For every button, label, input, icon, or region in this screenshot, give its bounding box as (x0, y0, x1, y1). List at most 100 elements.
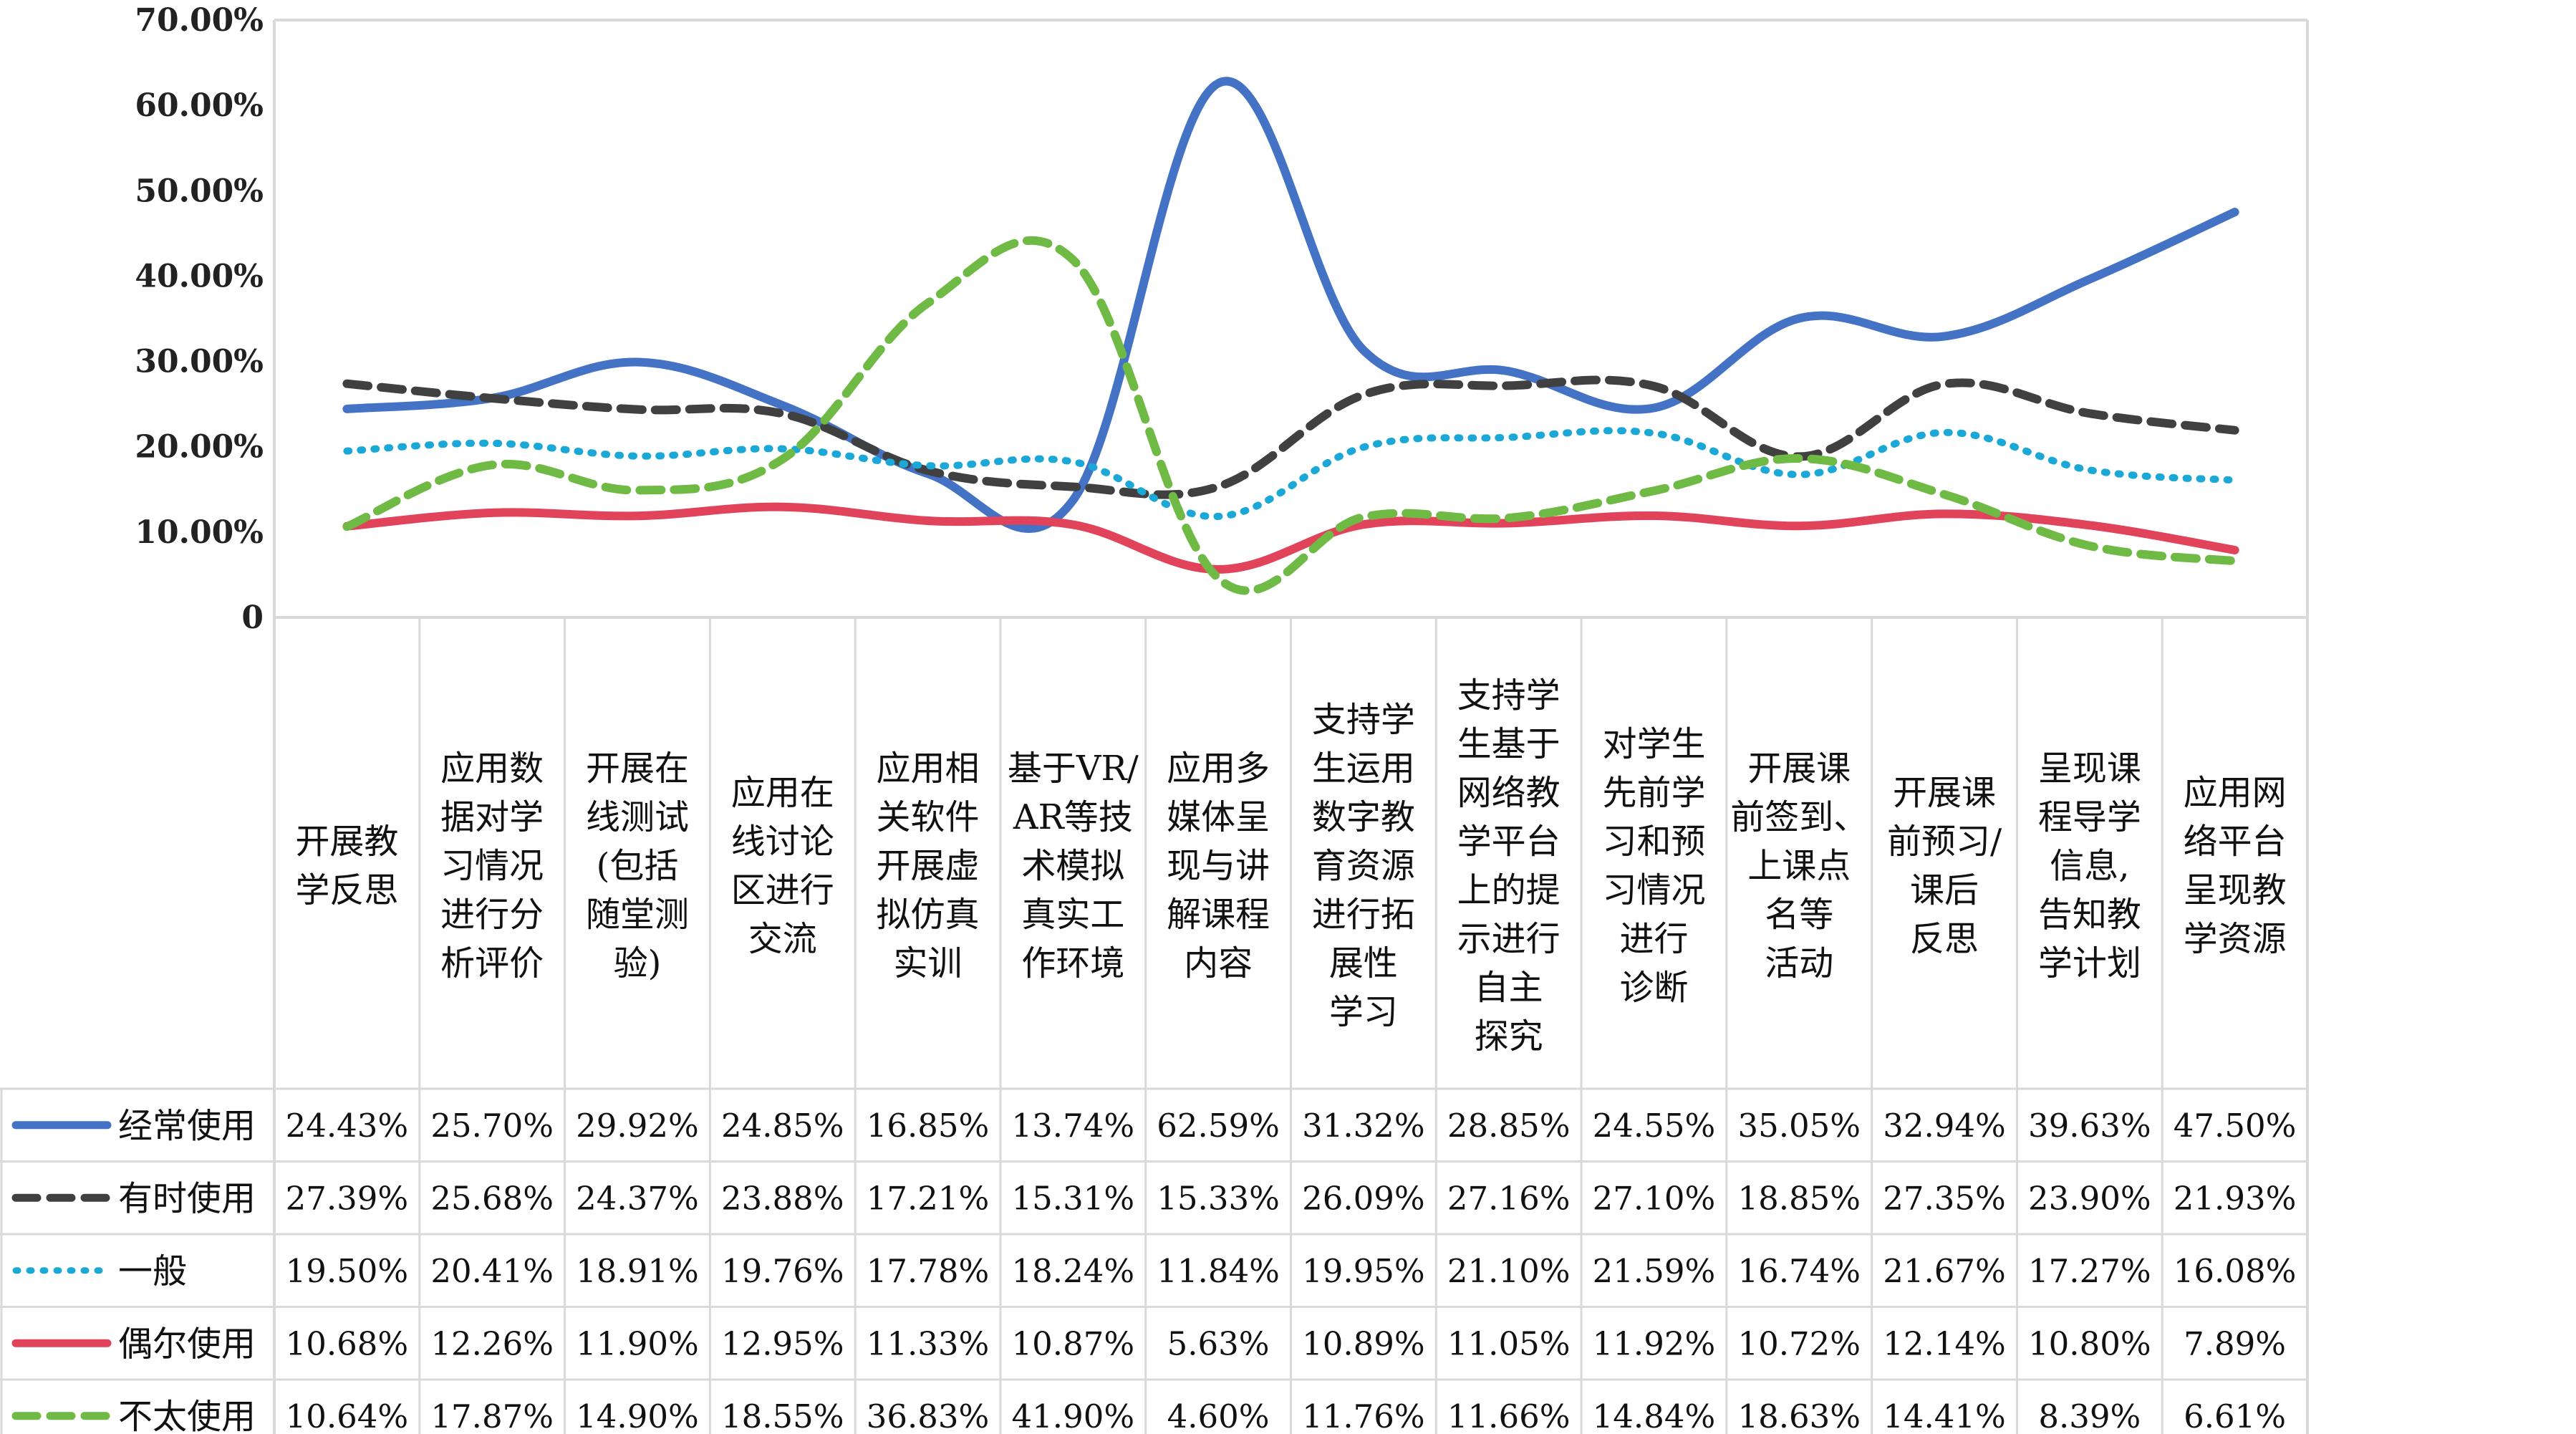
data-label: 23.88% (721, 1179, 844, 1217)
data-label: 15.33% (1157, 1179, 1280, 1217)
data-label: 10.89% (1302, 1324, 1425, 1362)
data-label: 21.10% (1447, 1252, 1571, 1290)
y-tick-label: 10.00% (135, 514, 264, 551)
data-label: 35.05% (1737, 1107, 1861, 1145)
series-line (342, 236, 2239, 595)
data-label: 21.67% (1883, 1252, 2006, 1290)
data-label: 15.31% (1012, 1179, 1135, 1217)
data-label: 17.78% (867, 1252, 990, 1290)
data-label: 11.66% (1447, 1397, 1571, 1434)
category-label: 开展教学反思 (295, 822, 398, 910)
data-label: 25.70% (430, 1107, 554, 1145)
data-label: 7.89% (2184, 1324, 2286, 1362)
data-label: 17.87% (430, 1397, 554, 1434)
data-label: 16.74% (1737, 1252, 1861, 1290)
series-name: 偶尔使用 (118, 1324, 256, 1364)
data-label: 10.72% (1737, 1324, 1861, 1362)
category-label: 支持学生基于网络教学平台上的提示进行自主探究 (1457, 675, 1560, 1057)
category-label: 开展在线测试(包括随堂测验) (586, 749, 689, 983)
data-label: 18.63% (1737, 1397, 1861, 1434)
data-label: 10.68% (286, 1324, 409, 1362)
category-label: 应用相关软件开展虚拟仿真实训 (877, 749, 980, 983)
category-label: 开展课前预习/课后反思 (1887, 773, 2002, 959)
data-label: 27.35% (1883, 1179, 2006, 1217)
data-label: 24.55% (1593, 1107, 1716, 1145)
data-label: 21.93% (2174, 1179, 2297, 1217)
data-label: 18.91% (576, 1252, 699, 1290)
y-axis: 70.00% 60.00% 50.00% 40.00% 30.00% 20.00% 10.0… (135, 2, 264, 636)
y-tick-label: 60.00% (135, 87, 264, 124)
data-label: 28.85% (1447, 1107, 1571, 1145)
data-label: 27.10% (1593, 1179, 1716, 1217)
data-label: 17.27% (2028, 1252, 2151, 1290)
data-label: 19.76% (721, 1252, 844, 1290)
series-name: 经常使用 (118, 1106, 256, 1146)
data-label: 12.95% (721, 1324, 844, 1362)
data-label: 24.43% (286, 1107, 409, 1145)
category-label: 对学生先前学习和预习情况进行诊断 (1602, 724, 1705, 1008)
series-lines (342, 77, 2239, 595)
data-label: 18.85% (1737, 1179, 1861, 1217)
data-label: 11.33% (867, 1324, 990, 1362)
series-line (342, 375, 2239, 499)
data-label: 16.85% (867, 1107, 990, 1145)
data-label: 11.84% (1157, 1252, 1280, 1290)
data-label: 16.08% (2174, 1252, 2297, 1290)
data-label: 13.74% (1012, 1107, 1135, 1145)
data-label: 21.59% (1593, 1252, 1716, 1290)
data-label: 47.50% (2174, 1107, 2297, 1145)
y-tick-label: 0 (241, 600, 264, 636)
data-label: 25.68% (430, 1179, 554, 1217)
data-label: 14.41% (1883, 1397, 2006, 1434)
data-label: 11.05% (1447, 1324, 1571, 1362)
data-label: 24.85% (721, 1107, 844, 1145)
data-label: 23.90% (2028, 1179, 2151, 1217)
category-label: 应用数据对学习情况进行分析评价 (440, 749, 544, 983)
y-tick-label: 20.00% (135, 429, 264, 466)
data-label: 14.84% (1593, 1397, 1716, 1434)
series-name: 一般 (118, 1251, 187, 1291)
data-label: 11.76% (1302, 1397, 1425, 1434)
category-label: 应用在线讨论区进行交流 (731, 773, 834, 959)
data-label: 29.92% (576, 1107, 699, 1145)
series-name: 不太使用 (118, 1397, 256, 1434)
data-label: 18.24% (1012, 1252, 1135, 1290)
data-label: 41.90% (1012, 1397, 1135, 1434)
y-tick-label: 50.00% (135, 173, 264, 209)
data-label: 31.32% (1302, 1107, 1425, 1145)
data-label: 27.16% (1447, 1179, 1571, 1217)
category-label: 支持学生运用数字教育资源进行拓展性学习 (1312, 700, 1415, 1032)
data-label: 17.21% (867, 1179, 990, 1217)
data-label: 36.83% (867, 1397, 990, 1434)
series-line (343, 427, 2239, 520)
data-label: 8.39% (2038, 1397, 2141, 1434)
series-line (342, 77, 2239, 533)
data-label: 10.87% (1012, 1324, 1135, 1362)
data-label: 4.60% (1167, 1397, 1270, 1434)
data-label: 12.26% (430, 1324, 554, 1362)
category-label: 基于VR/AR等技术模拟真实工作环境 (1008, 749, 1139, 983)
data-label: 10.80% (2028, 1324, 2151, 1362)
data-label: 14.90% (576, 1397, 699, 1434)
y-tick-label: 30.00% (135, 344, 264, 380)
category-label: 呈现课程导学信息,告知教学计划 (2038, 749, 2141, 983)
data-label: 26.09% (1302, 1179, 1425, 1217)
category-label: 开展课前签到、上课点名等活动 (1730, 749, 1868, 983)
data-label: 19.95% (1302, 1252, 1425, 1290)
data-label: 24.37% (576, 1179, 699, 1217)
data-label: 62.59% (1157, 1107, 1280, 1145)
data-label: 32.94% (1883, 1107, 2006, 1145)
data-label: 6.61% (2184, 1397, 2286, 1434)
data-label: 19.50% (286, 1252, 409, 1290)
y-tick-label: 70.00% (135, 2, 264, 39)
series-line (342, 502, 2239, 574)
data-label: 5.63% (1167, 1324, 1270, 1362)
data-label: 10.64% (286, 1397, 409, 1434)
data-label: 18.55% (721, 1397, 844, 1434)
data-label: 20.41% (430, 1252, 554, 1290)
data-label: 11.92% (1593, 1324, 1716, 1362)
category-label: 应用网络平台呈现教学资源 (2184, 773, 2287, 959)
category-label: 应用多媒体呈现与讲解课程内容 (1167, 749, 1270, 983)
